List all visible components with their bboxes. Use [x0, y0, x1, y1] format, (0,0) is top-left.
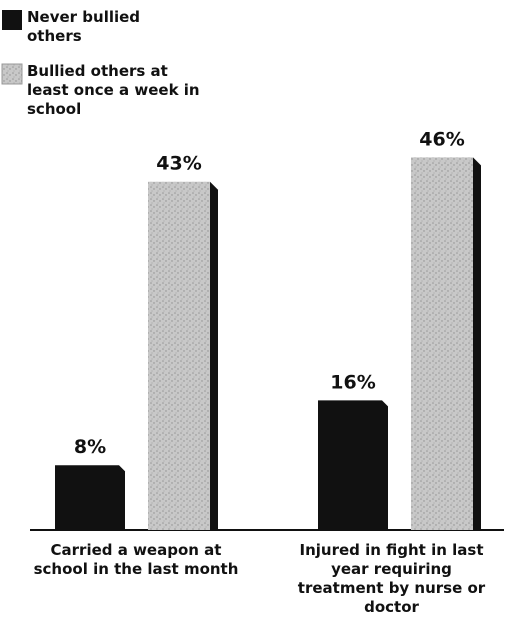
- data-label: 16%: [330, 371, 375, 393]
- bar: [318, 400, 388, 530]
- bar-texture: [411, 157, 473, 530]
- bar: [55, 465, 125, 530]
- bar-edge: [473, 157, 481, 530]
- data-label: 8%: [74, 436, 106, 458]
- data-label: 43%: [156, 153, 201, 175]
- bar-edge: [210, 181, 218, 530]
- bar-texture: [148, 181, 210, 530]
- legend-swatch-texture: [2, 64, 22, 84]
- legend-label: Bullied others at least once a week in s…: [27, 62, 200, 118]
- data-label: 46%: [419, 128, 464, 150]
- x-tick-label: Carried a weapon at school in the last m…: [33, 541, 239, 578]
- legend-label: Never bullied others: [27, 8, 141, 45]
- legend-swatch: [2, 10, 22, 30]
- x-tick-label: Injured in fight in last year requiring …: [297, 541, 486, 616]
